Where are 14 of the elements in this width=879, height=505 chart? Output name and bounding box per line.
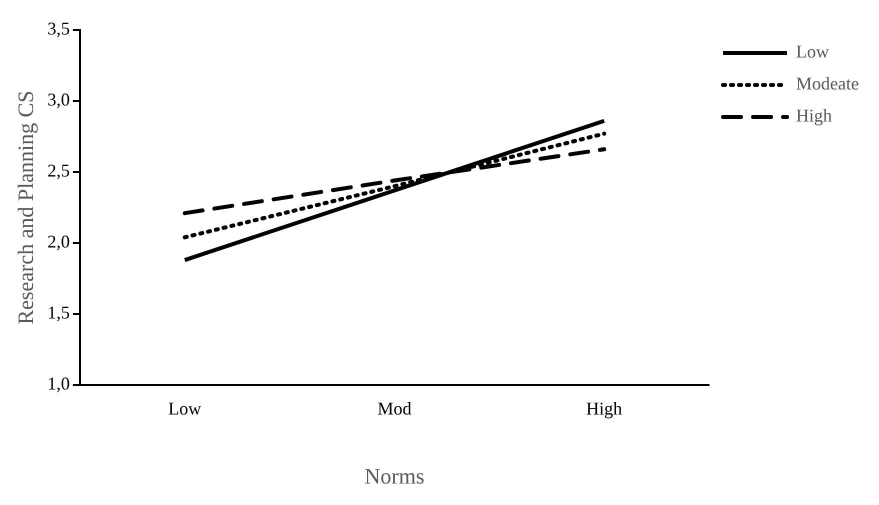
y-tick-label: 3,5 xyxy=(47,18,70,39)
legend-label: Modeate xyxy=(796,74,860,94)
y-tick-label: 1,0 xyxy=(47,374,70,394)
y-axis-title: Research and Planning CS xyxy=(12,90,38,325)
y-tick-label: 2,0 xyxy=(47,232,70,252)
y-tick-label: 3,0 xyxy=(47,90,70,110)
x-tick-label: High xyxy=(586,398,622,419)
x-axis-title: Norms xyxy=(364,464,424,489)
x-tick-label: Mod xyxy=(377,398,412,419)
legend-label: Low xyxy=(796,42,830,62)
y-tick-label: 1,5 xyxy=(47,302,70,323)
x-tick-label: Low xyxy=(168,398,202,419)
y-tick-label: 2,5 xyxy=(47,160,70,181)
legend-label: High xyxy=(796,106,832,126)
